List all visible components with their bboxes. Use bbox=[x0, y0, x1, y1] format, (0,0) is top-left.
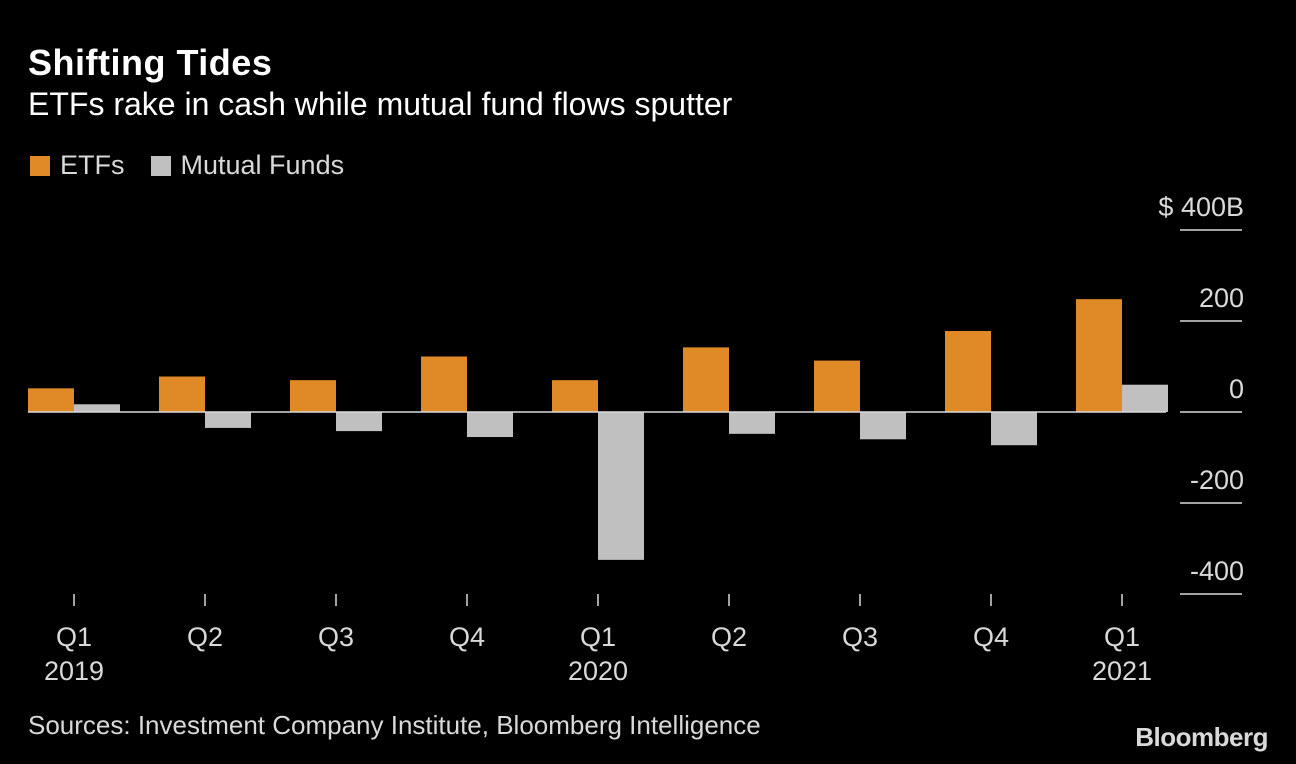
x-tick-label: Q2 bbox=[187, 622, 223, 652]
y-tick-label: 0 bbox=[1229, 374, 1244, 404]
x-tick-label: Q3 bbox=[318, 622, 354, 652]
legend-swatch-mutual-funds bbox=[150, 155, 171, 176]
bar-etfs bbox=[1076, 299, 1122, 412]
bar-etfs bbox=[683, 347, 729, 412]
x-tick-label: Q3 bbox=[842, 622, 878, 652]
x-tick-label: Q1 bbox=[580, 622, 616, 652]
bar-etfs bbox=[552, 380, 598, 412]
bar-etfs bbox=[421, 356, 467, 412]
bar-mutual-funds bbox=[860, 412, 906, 440]
bar-etfs bbox=[28, 388, 74, 412]
y-tick-label: 200 bbox=[1199, 283, 1244, 313]
bar-mutual-funds bbox=[991, 412, 1037, 446]
y-tick-label: -200 bbox=[1190, 465, 1244, 495]
x-tick-label: Q1 bbox=[56, 622, 92, 652]
x-tick-label: Q2 bbox=[711, 622, 747, 652]
legend-label-mutual-funds: Mutual Funds bbox=[180, 150, 345, 180]
bar-mutual-funds bbox=[467, 412, 513, 438]
bar-etfs bbox=[290, 380, 336, 412]
bar-mutual-funds bbox=[336, 412, 382, 432]
bar-etfs bbox=[159, 376, 205, 412]
legend-label-etfs: ETFs bbox=[60, 150, 125, 180]
bar-mutual-funds bbox=[598, 412, 644, 560]
legend: ETFs Mutual Funds bbox=[30, 150, 358, 181]
y-tick-label: -400 bbox=[1190, 556, 1244, 586]
bar-mutual-funds bbox=[205, 412, 251, 428]
chart-title: Shifting Tides bbox=[28, 42, 273, 83]
bar-etfs bbox=[945, 331, 991, 412]
bar-etfs bbox=[814, 360, 860, 412]
y-tick-label: $ 400B bbox=[1158, 192, 1244, 222]
bar-mutual-funds bbox=[729, 412, 775, 434]
legend-item-mutual-funds: Mutual Funds bbox=[150, 150, 345, 181]
x-tick-year-label: 2020 bbox=[568, 656, 628, 686]
legend-item-etfs: ETFs bbox=[30, 150, 125, 181]
bloomberg-logo: Bloomberg bbox=[1135, 722, 1268, 752]
x-tick-label: Q1 bbox=[1104, 622, 1140, 652]
x-tick-year-label: 2019 bbox=[44, 656, 104, 686]
bar-mutual-funds bbox=[1122, 384, 1168, 412]
chart-subtitle: ETFs rake in cash while mutual fund flow… bbox=[28, 86, 733, 122]
source-note: Sources: Investment Company Institute, B… bbox=[28, 710, 761, 740]
x-tick-label: Q4 bbox=[449, 622, 485, 652]
x-tick-label: Q4 bbox=[973, 622, 1009, 652]
bar-mutual-funds bbox=[74, 404, 120, 412]
x-tick-year-label: 2021 bbox=[1092, 656, 1152, 686]
legend-swatch-etfs bbox=[30, 155, 50, 176]
